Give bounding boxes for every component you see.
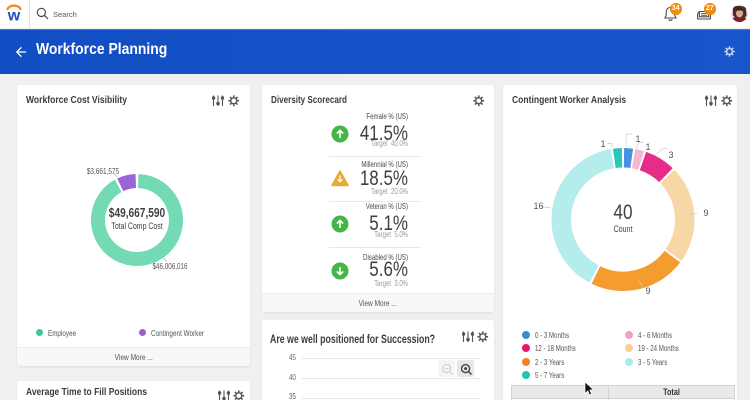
svg-text:w: w (7, 7, 21, 24)
